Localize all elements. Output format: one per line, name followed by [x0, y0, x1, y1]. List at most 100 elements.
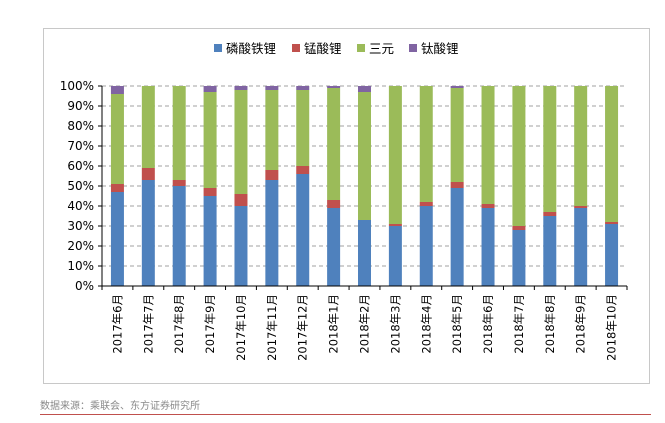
bar-2018年8月-磷酸铁锂: [543, 216, 557, 286]
y-tick-label-20%: 20%: [67, 239, 94, 253]
bar-2018年4月-三元: [419, 86, 433, 202]
bar-2018年10月-锰酸锂: [605, 222, 619, 224]
bar-2017年10月-三元: [234, 90, 248, 194]
x-tick-label-2018年4月: 2018年4月: [419, 294, 433, 354]
bar-2017年6月-锰酸锂: [110, 184, 124, 192]
bar-2017年12月-锰酸锂: [296, 166, 310, 174]
bar-2018年5月-三元: [450, 88, 464, 182]
bar-2018年7月-锰酸锂: [512, 226, 526, 230]
x-tick-label-2017年6月: 2017年6月: [110, 294, 124, 354]
x-tick-labels: 2017年6月 2017年7月 2017年8月 2017年9月 2017年10月 2017…: [110, 294, 618, 361]
bars: [110, 86, 619, 286]
bar-2018年1月-磷酸铁锂: [327, 208, 341, 286]
y-tick-labels: 0% 10% 20% 30% 40% 50% 60% 70% 80% 90% 100%: [60, 79, 94, 293]
bar-2017年9月-磷酸铁锂: [203, 196, 217, 286]
bar-2018年7月-磷酸铁锂: [512, 230, 526, 286]
bar-2018年9月-锰酸锂: [574, 206, 588, 208]
legend-swatch-锰酸锂: [292, 44, 300, 52]
bar-2017年12月-磷酸铁锂: [296, 174, 310, 286]
bar-2018年2月-磷酸铁锂: [358, 220, 371, 286]
bar-2017年11月-锰酸锂: [265, 170, 279, 180]
bar-2018年6月-锰酸锂: [481, 204, 495, 208]
legend: 磷酸铁锂 锰酸锂 三元 钛酸锂: [214, 41, 459, 56]
bar-2018年1月-锰酸锂: [327, 200, 341, 208]
bar-2017年7月-锰酸锂: [141, 168, 155, 180]
bar-2017年6月-磷酸铁锂: [110, 192, 124, 286]
bar-2018年5月-磷酸铁锂: [450, 188, 464, 286]
bar-2018年10月-磷酸铁锂: [605, 224, 619, 286]
bar-2018年5月-锰酸锂: [450, 182, 464, 188]
x-tick-label-2018年7月: 2018年7月: [512, 294, 526, 354]
chart-frame: 磷酸铁锂 锰酸锂 三元 钛酸锂 0% 10% 20% 30% 40% 50% 60% 70% 80% 9…: [43, 28, 650, 384]
bar-2017年11月-三元: [265, 90, 279, 170]
x-tick-label-2018年1月: 2018年1月: [327, 294, 341, 354]
x-tick-label-2017年12月: 2017年12月: [296, 294, 310, 361]
bar-2018年8月-锰酸锂: [543, 212, 557, 216]
y-tick-label-0%: 0%: [75, 279, 94, 293]
x-tick-label-2018年6月: 2018年6月: [481, 294, 495, 354]
bar-2017年10月-锰酸锂: [234, 194, 248, 206]
legend-label-钛酸锂: 钛酸锂: [421, 41, 459, 56]
bar-2018年2月-钛酸锂: [358, 86, 371, 92]
legend-label-三元: 三元: [369, 41, 394, 56]
source-note: 数据来源：乘联会、东方证券研究所: [40, 401, 200, 412]
x-tick-label-2018年10月: 2018年10月: [605, 294, 619, 361]
bar-2017年11月-磷酸铁锂: [265, 180, 279, 286]
bar-2017年7月-三元: [141, 86, 155, 168]
stacked-bar-chart: 磷酸铁锂 锰酸锂 三元 钛酸锂 0% 10% 20% 30% 40% 50% 60% 70% 80% 9…: [60, 41, 628, 361]
bar-2018年3月-锰酸锂: [388, 224, 402, 226]
y-tick-label-60%: 60%: [67, 159, 94, 173]
legend-swatch-三元: [357, 44, 365, 52]
y-tick-label-80%: 80%: [67, 119, 94, 133]
x-tick-label-2018年3月: 2018年3月: [388, 294, 402, 354]
bar-2017年7月-磷酸铁锂: [141, 180, 155, 286]
bar-2018年9月-三元: [574, 86, 588, 206]
legend-label-磷酸铁锂: 磷酸铁锂: [226, 41, 276, 56]
y-tick-label-10%: 10%: [67, 259, 94, 273]
bar-2018年6月-磷酸铁锂: [481, 208, 495, 286]
bar-2018年8月-三元: [543, 86, 557, 212]
x-tick-label-2018年9月: 2018年9月: [574, 294, 588, 354]
bar-2018年3月-三元: [388, 86, 402, 224]
bar-2017年12月-钛酸锂: [296, 86, 310, 90]
y-tick-label-30%: 30%: [67, 219, 94, 233]
x-tick-label-2018年2月: 2018年2月: [358, 294, 372, 354]
bar-2017年9月-钛酸锂: [203, 86, 217, 92]
bar-2018年7月-三元: [512, 86, 526, 226]
legend-label-锰酸锂: 锰酸锂: [304, 41, 342, 56]
bar-2018年4月-磷酸铁锂: [419, 206, 433, 286]
x-tick-label-2017年11月: 2017年11月: [265, 294, 279, 361]
bottom-rule: [40, 414, 651, 415]
axes: [98, 85, 628, 290]
legend-swatch-磷酸铁锂: [214, 44, 222, 52]
legend-swatch-钛酸锂: [409, 44, 417, 52]
bar-2017年6月-钛酸锂: [110, 86, 124, 94]
bar-2017年8月-三元: [172, 86, 186, 180]
y-tick-label-50%: 50%: [67, 179, 94, 193]
bar-2017年8月-锰酸锂: [172, 180, 186, 186]
y-tick-label-40%: 40%: [67, 199, 94, 213]
x-tick-label-2018年5月: 2018年5月: [450, 294, 464, 354]
y-tick-label-90%: 90%: [67, 99, 94, 113]
y-tick-label-70%: 70%: [67, 139, 94, 153]
bar-2018年3月-磷酸铁锂: [388, 226, 402, 286]
x-tick-label-2017年7月: 2017年7月: [141, 294, 155, 354]
bar-2017年9月-三元: [203, 92, 217, 188]
x-tick-label-2017年9月: 2017年9月: [203, 294, 217, 354]
bar-2017年10月-磷酸铁锂: [234, 206, 248, 286]
bar-2018年1月-钛酸锂: [327, 86, 341, 88]
bar-2018年2月-三元: [358, 92, 371, 220]
bar-2017年10月-钛酸锂: [234, 86, 248, 90]
x-tick-label-2018年8月: 2018年8月: [543, 294, 557, 354]
bar-2018年10月-三元: [605, 86, 619, 222]
x-tick-label-2017年8月: 2017年8月: [172, 294, 186, 354]
bar-2017年12月-三元: [296, 90, 310, 166]
x-tick-label-2017年10月: 2017年10月: [234, 294, 248, 361]
bar-2017年8月-磷酸铁锂: [172, 186, 186, 286]
bar-2017年11月-钛酸锂: [265, 86, 279, 90]
bar-2017年9月-锰酸锂: [203, 188, 217, 196]
bar-2018年9月-磷酸铁锂: [574, 208, 588, 286]
bar-2018年6月-三元: [481, 86, 495, 204]
bar-2018年5月-钛酸锂: [450, 86, 464, 88]
bar-2017年6月-三元: [110, 94, 124, 184]
